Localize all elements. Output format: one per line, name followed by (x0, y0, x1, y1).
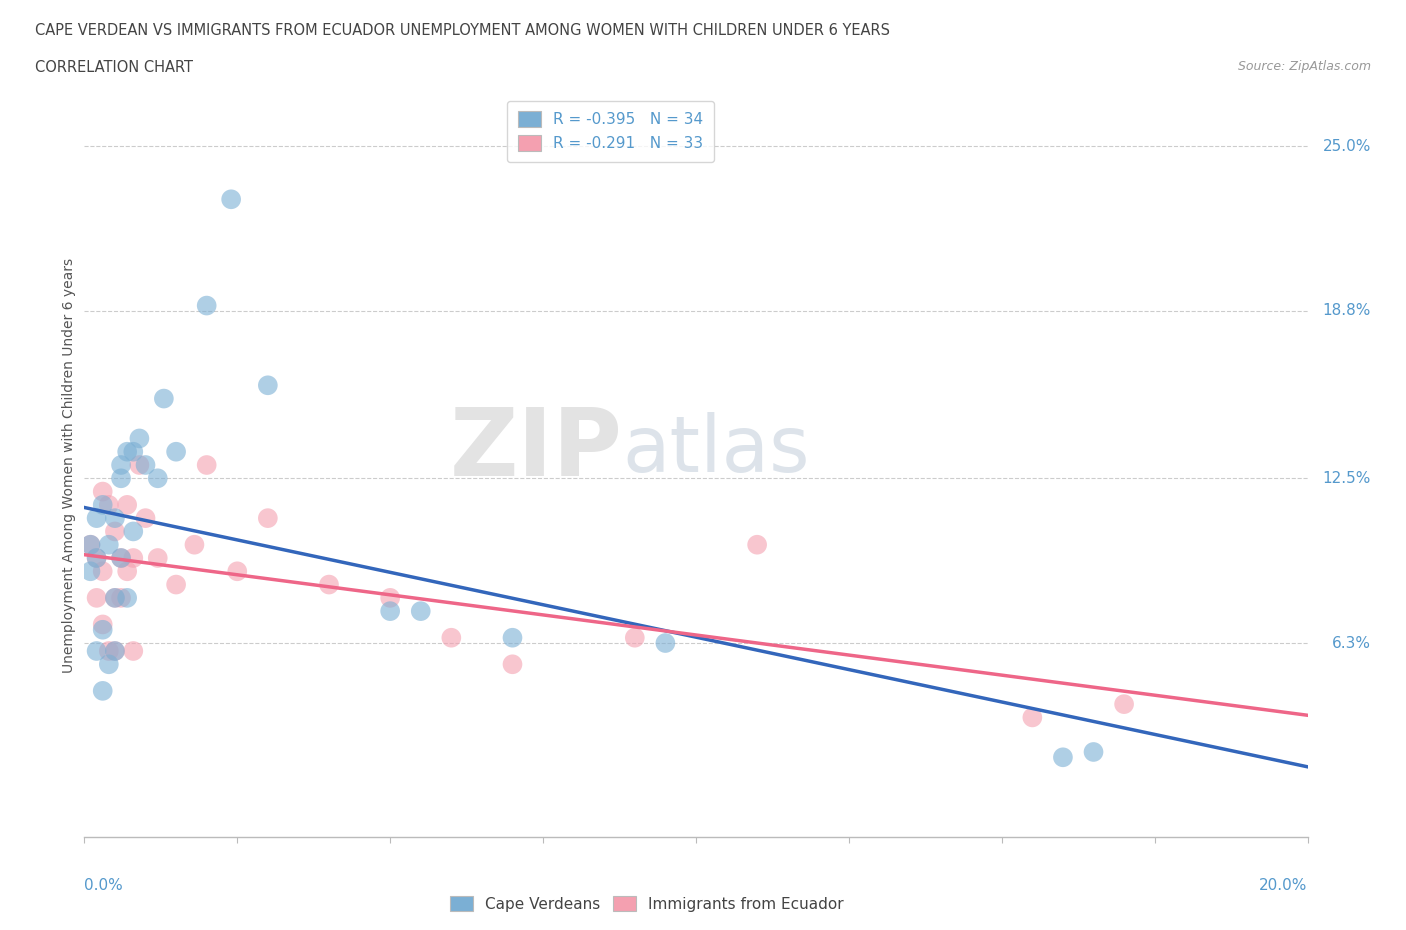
Point (219, 192, 242, 206)
Legend: Cape Verdeans, Immigrants from Ecuador: Cape Verdeans, Immigrants from Ecuador (444, 889, 849, 918)
Point (115, 445, 138, 459)
Point (146, 551, 169, 565)
Point (153, 392, 176, 406)
Point (104, 644, 127, 658)
Point (409, 604, 432, 618)
Text: atlas: atlas (623, 412, 810, 488)
Point (91, 485, 114, 499)
Point (257, 378, 280, 392)
Point (165, 445, 187, 459)
Point (97, 657, 120, 671)
Text: ZIP: ZIP (450, 405, 623, 496)
Text: 18.8%: 18.8% (1323, 303, 1371, 318)
Point (257, 511, 280, 525)
Text: 0.0%: 0.0% (84, 878, 124, 893)
Point (97, 498, 120, 512)
Point (654, 635, 676, 650)
Point (380, 604, 402, 618)
Point (1083, 745, 1105, 760)
Point (1114, 697, 1136, 711)
Text: CAPE VERDEAN VS IMMIGRANTS FROM ECUADOR UNEMPLOYMENT AMONG WOMEN WITH CHILDREN U: CAPE VERDEAN VS IMMIGRANTS FROM ECUADOR … (35, 23, 890, 38)
Point (91, 684, 114, 698)
Point (97, 538, 120, 552)
Point (122, 551, 145, 565)
Text: CORRELATION CHART: CORRELATION CHART (35, 60, 193, 75)
Point (104, 524, 127, 538)
Point (165, 578, 187, 592)
Point (115, 591, 138, 605)
Point (318, 578, 340, 592)
Y-axis label: Unemployment Among Women with Children Under 6 years: Unemployment Among Women with Children U… (62, 258, 76, 672)
Point (104, 644, 127, 658)
Point (502, 631, 524, 645)
Point (195, 458, 218, 472)
Point (110, 471, 132, 485)
Point (104, 511, 127, 525)
Point (146, 471, 169, 485)
Point (110, 551, 132, 565)
Point (122, 524, 145, 538)
Point (128, 458, 150, 472)
Point (135, 458, 157, 472)
Point (226, 564, 249, 578)
Point (624, 631, 647, 645)
Point (122, 445, 145, 459)
Point (183, 538, 205, 552)
Point (97, 644, 120, 658)
Point (440, 631, 463, 645)
Point (380, 591, 402, 605)
Point (79, 564, 101, 578)
Point (128, 431, 150, 445)
Point (86, 511, 108, 525)
Legend: R = -0.395   N = 34, R = -0.291   N = 33: R = -0.395 N = 34, R = -0.291 N = 33 (508, 100, 714, 162)
Point (91, 622, 114, 637)
Text: 20.0%: 20.0% (1260, 878, 1308, 893)
Point (502, 657, 524, 671)
Point (86, 551, 108, 565)
Point (91, 498, 114, 512)
Point (110, 591, 132, 605)
Point (115, 564, 138, 578)
Text: Source: ZipAtlas.com: Source: ZipAtlas.com (1237, 60, 1371, 73)
Point (86, 551, 108, 565)
Point (115, 498, 138, 512)
Point (135, 511, 157, 525)
Point (747, 538, 769, 552)
Point (86, 644, 108, 658)
Point (195, 299, 218, 313)
Text: 12.5%: 12.5% (1323, 471, 1371, 485)
Point (79, 538, 101, 552)
Point (91, 564, 114, 578)
Point (79, 538, 101, 552)
Text: 25.0%: 25.0% (1323, 139, 1371, 153)
Point (91, 617, 114, 631)
Point (104, 591, 127, 605)
Point (122, 644, 145, 658)
Point (110, 551, 132, 565)
Point (86, 591, 108, 605)
Text: 6.3%: 6.3% (1331, 635, 1371, 650)
Point (1021, 710, 1043, 724)
Point (110, 458, 132, 472)
Point (1052, 750, 1074, 764)
Point (104, 591, 127, 605)
